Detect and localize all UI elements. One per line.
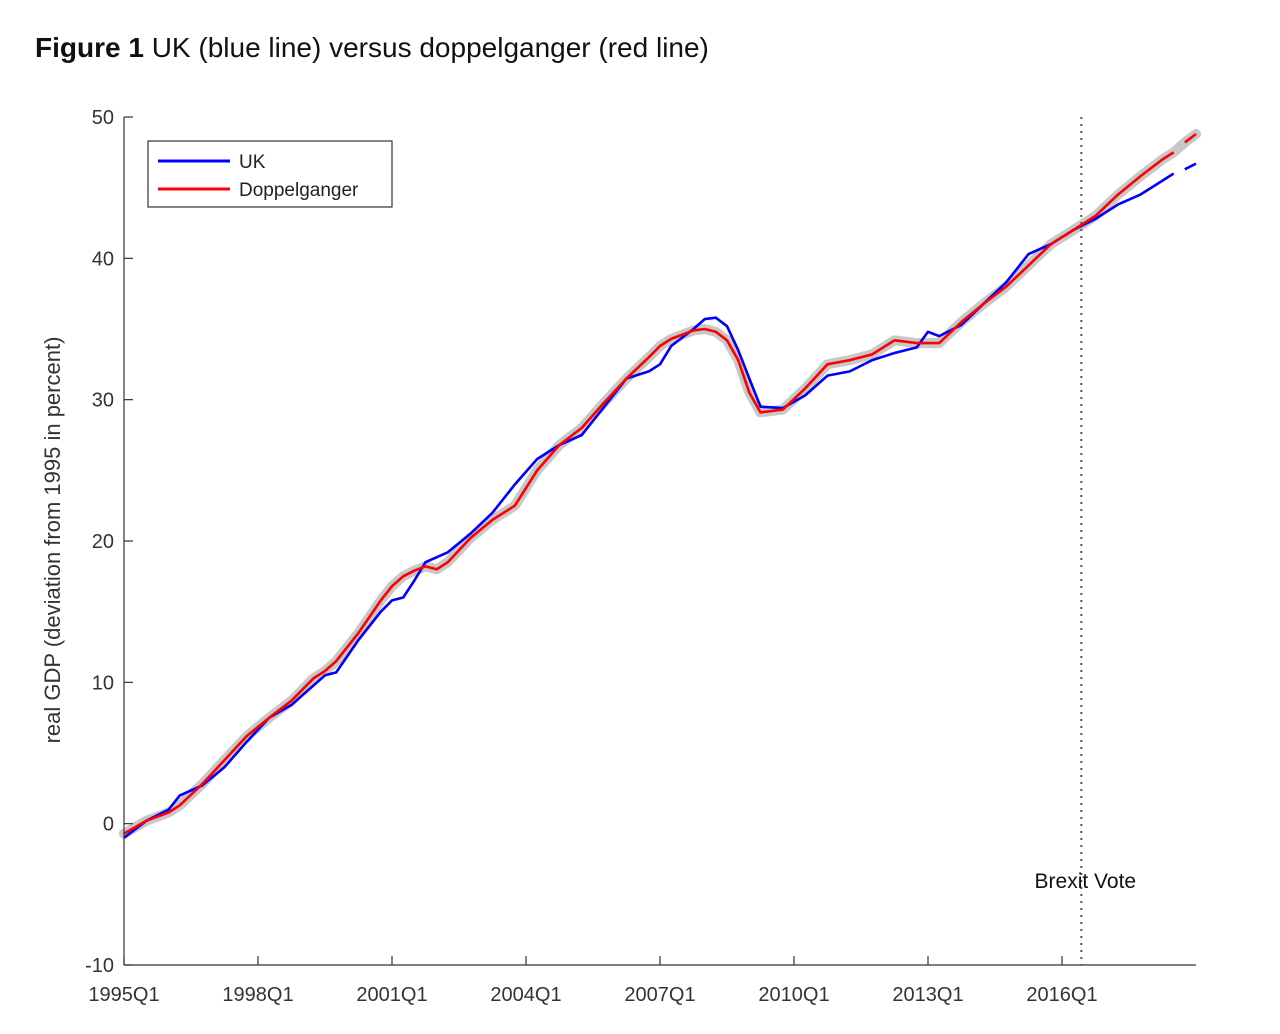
- y-tick-label: 20: [92, 531, 114, 553]
- series-extra-segment-uk: [1184, 162, 1197, 171]
- axes: -10 0 10 20 30 40 50 1995Q1 1998Q1 2001Q1 2004Q1 20…: [40, 107, 1196, 1006]
- confidence-band-path: [119, 129, 1201, 839]
- y-tick-label: 40: [92, 248, 114, 270]
- y-tick-label: 0: [103, 814, 114, 836]
- x-tick-label: 1995Q1: [88, 984, 159, 1006]
- series-line-doppelganger: [123, 151, 1175, 835]
- x-tick-label: 2010Q1: [758, 984, 829, 1006]
- brexit-annotation: Brexit Vote: [1035, 117, 1137, 965]
- figure-title-rest: UK (blue line) versus doppelganger (red …: [143, 32, 709, 63]
- legend-box: [147, 140, 393, 208]
- y-tick-label: -10: [85, 955, 114, 977]
- figure-title: Figure 1 UK (blue line) versus doppelgan…: [35, 32, 709, 64]
- x-tick-label: 2016Q1: [1026, 984, 1097, 1006]
- legend-label-uk: UK: [239, 152, 266, 173]
- x-tick-label: 2007Q1: [624, 984, 695, 1006]
- figure-title-lead: Figure 1: [35, 32, 144, 63]
- legend: UK Doppelganger: [147, 140, 393, 208]
- series-layer: [123, 132, 1197, 839]
- x-tick-label: 2013Q1: [892, 984, 963, 1006]
- y-tick-label: 30: [92, 390, 114, 412]
- y-tick-label: 10: [92, 672, 114, 694]
- y-tick-label: 50: [92, 107, 114, 129]
- x-tick-label: 2001Q1: [356, 984, 427, 1006]
- legend-label-doppelganger: Doppelganger: [239, 180, 359, 201]
- y-axis-label: real GDP (deviation from 1995 in percent…: [40, 337, 65, 744]
- series-extra-segment-doppelganger: [1184, 132, 1197, 144]
- x-tick-label: 1998Q1: [222, 984, 293, 1006]
- brexit-vote-label: Brexit Vote: [1035, 870, 1137, 893]
- x-tick-label: 2004Q1: [490, 984, 561, 1006]
- confidence-band: [119, 129, 1201, 839]
